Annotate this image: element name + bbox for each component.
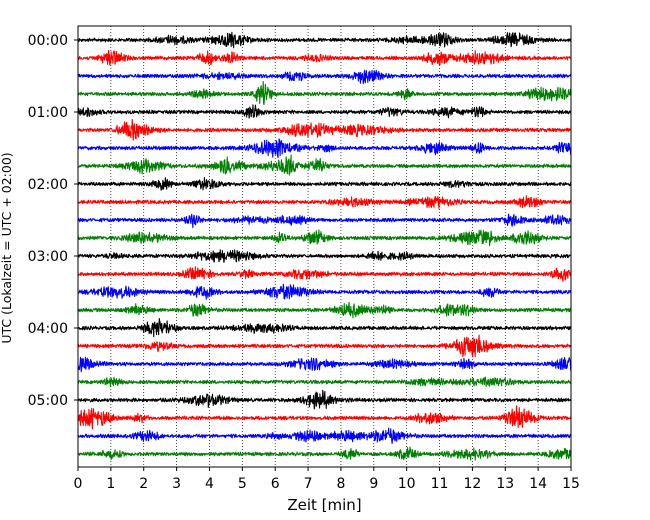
- y-axis: 00:00 01:00 02:00 03:00 04:00 05:00: [28, 33, 78, 409]
- trace-1: [77, 31, 572, 49]
- x-tick-label-15: 15: [562, 476, 580, 492]
- y-tick-label-5: 05:00: [28, 393, 68, 409]
- y-tick-label-0: 00:00: [28, 33, 68, 49]
- trace-16: [77, 301, 572, 319]
- x-tick-label-10: 10: [398, 476, 416, 492]
- x-axis: 0 1 2 3 4 5 6 7 8 9 10 11 12 13 14 15: [74, 467, 580, 492]
- x-tick-label-3: 3: [172, 476, 181, 492]
- x-axis-label: Zeit [min]: [287, 496, 361, 514]
- trace-12: [77, 229, 572, 247]
- trace-18: [77, 334, 572, 358]
- y-tick-label-4: 04:00: [28, 321, 68, 337]
- trace-3: [77, 69, 572, 85]
- x-tick-label-7: 7: [304, 476, 313, 492]
- trace-9: [77, 177, 572, 191]
- trace-4: [77, 80, 572, 106]
- trace-7: [77, 138, 572, 159]
- x-tick-label-14: 14: [529, 476, 547, 492]
- x-tick-label-9: 9: [369, 476, 378, 492]
- trace-19: [77, 356, 572, 373]
- x-tick-label-13: 13: [496, 476, 514, 492]
- x-tick-label-1: 1: [106, 476, 115, 492]
- x-tick-label-6: 6: [271, 476, 280, 492]
- plot-frame: [77, 25, 572, 468]
- traces: [77, 31, 572, 461]
- trace-21: [77, 389, 572, 410]
- y-axis-label: UTC (Lokalzeit = UTC + 02:00): [0, 152, 14, 343]
- trace-17: [77, 317, 572, 338]
- trace-8: [77, 154, 572, 176]
- y-tick-label-3: 03:00: [28, 249, 68, 265]
- x-tick-label-4: 4: [205, 476, 214, 492]
- trace-13: [77, 249, 572, 263]
- trace-11: [77, 213, 572, 229]
- x-tick-label-8: 8: [336, 476, 345, 492]
- trace-14: [77, 266, 572, 282]
- y-tick-label-2: 02:00: [28, 177, 68, 193]
- trace-24: [77, 446, 572, 461]
- trace-10: [77, 194, 572, 209]
- x-tick-label-12: 12: [463, 476, 481, 492]
- x-tick-label-2: 2: [139, 476, 148, 492]
- trace-15: [77, 283, 572, 300]
- x-tick-label-0: 0: [74, 476, 83, 492]
- x-tick-label-5: 5: [238, 476, 247, 492]
- trace-23: [77, 427, 572, 445]
- trace-2: [77, 49, 572, 66]
- trace-20: [77, 376, 572, 388]
- y-tick-label-1: 01:00: [28, 105, 68, 121]
- trace-6: [77, 118, 572, 141]
- x-tick-label-11: 11: [431, 476, 449, 492]
- trace-5: [77, 104, 572, 119]
- trace-22: [77, 405, 572, 430]
